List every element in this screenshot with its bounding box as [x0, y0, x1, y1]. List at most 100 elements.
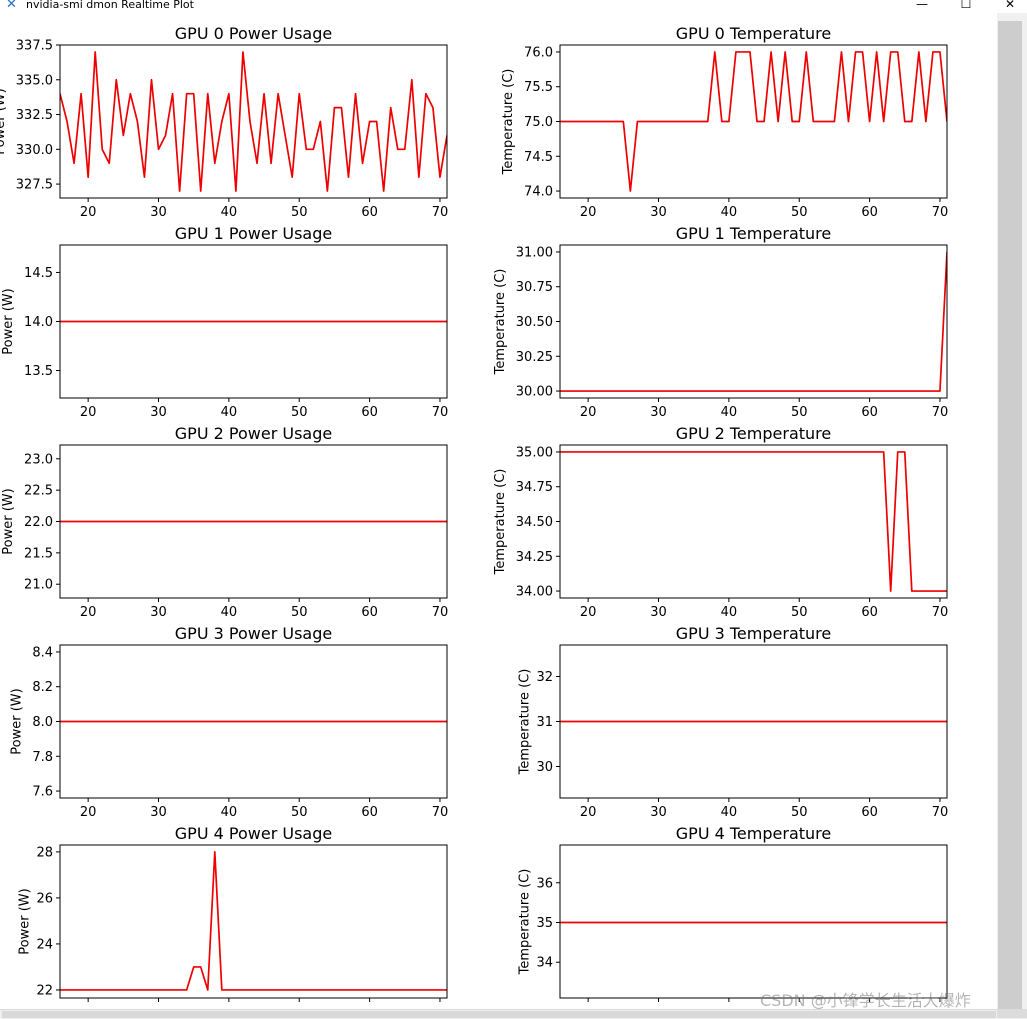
xtick-label: 70 [932, 605, 949, 620]
ytick-label: 75.0 [524, 115, 553, 130]
subplot-title: GPU 3 Temperature [676, 624, 831, 643]
subplot-title: GPU 1 Power Usage [175, 224, 332, 243]
xtick-label: 20 [580, 205, 597, 220]
ytick-label: 76.0 [524, 45, 553, 60]
figure-canvas [0, 13, 997, 1009]
ytick-label: 14.0 [24, 315, 53, 330]
subplot-title: GPU 0 Power Usage [175, 24, 332, 43]
scrollbar-corner [997, 1009, 1027, 1018]
xtick-label: 60 [861, 605, 878, 620]
ytick-label: 74.0 [524, 185, 553, 200]
axes-frame [559, 444, 948, 599]
ytick-label: 34.00 [516, 585, 553, 600]
subplot-0: GPU 0 Power Usage 327.5 330.0 332.5 335.0 337… [0, 24, 448, 220]
ytick-label: 24 [36, 937, 53, 952]
ytick-label: 34.25 [516, 550, 553, 565]
ytick-label: 332.5 [16, 108, 53, 123]
ytick-label: 35.00 [516, 445, 553, 460]
ytick-label: 13.5 [24, 364, 53, 379]
maximize-button[interactable]: ☐ [946, 0, 986, 11]
ytick-label: 28 [36, 845, 53, 860]
ylabel: Power (W) [9, 688, 24, 754]
xtick-label: 30 [150, 405, 167, 420]
axes-frame [59, 844, 448, 999]
ytick-label: 8.0 [32, 715, 53, 730]
xtick-label: 40 [721, 805, 738, 820]
xtick-label: 60 [861, 205, 878, 220]
window-title: nvidia-smi dmon Realtime Plot [26, 0, 194, 11]
subplot-1: GPU 0 Temperature 74.0 74.5 75.0 75.5 76.0 20 3… [501, 24, 948, 220]
ytick-label: 31 [536, 715, 553, 730]
xtick-label: 20 [580, 605, 597, 620]
vertical-scrollbar-thumb[interactable] [998, 21, 1022, 1009]
series-line [560, 251, 947, 392]
ytick-label: 36 [536, 876, 553, 891]
xtick-label: 30 [650, 205, 667, 220]
ylabel: Temperature (C) [493, 469, 508, 576]
close-icon: ✕ [1004, 0, 1016, 11]
subplot-title: GPU 0 Temperature [676, 24, 831, 43]
axes-frame [559, 844, 948, 999]
xtick-label: 20 [80, 405, 97, 420]
xtick-label: 70 [432, 805, 449, 820]
ylabel: Temperature (C) [518, 869, 533, 976]
vertical-scrollbar[interactable] [997, 13, 1027, 1009]
subplot-3: GPU 1 Temperature 30.00 30.25 30.50 30.75 31.… [493, 224, 948, 420]
xtick-label: 20 [580, 405, 597, 420]
xtick-label: 40 [721, 205, 738, 220]
ytick-label: 34.75 [516, 480, 553, 495]
xtick-label: 20 [80, 205, 97, 220]
window-titlebar: ✕ nvidia-smi dmon Realtime Plot — ☐ ✕ [0, 0, 1027, 13]
ytick-label: 327.5 [16, 178, 53, 193]
ytick-label: 34.50 [516, 515, 553, 530]
xtick-label: 40 [221, 605, 238, 620]
xtick-label: 20 [580, 805, 597, 820]
ytick-label: 30.00 [516, 385, 553, 400]
xtick-label: 50 [791, 805, 808, 820]
ytick-label: 34 [536, 956, 553, 971]
ylabel: Temperature (C) [518, 669, 533, 776]
ytick-label: 30 [536, 760, 553, 775]
ytick-label: 74.5 [524, 150, 553, 165]
ytick-label: 7.6 [32, 785, 53, 800]
ytick-label: 22 [36, 983, 53, 998]
ytick-label: 335.0 [16, 73, 53, 88]
xtick-label: 70 [932, 805, 949, 820]
ytick-label: 21.0 [24, 578, 53, 593]
ylabel: Power (W) [18, 888, 33, 954]
subplot-5: GPU 2 Temperature 34.00 34.25 34.50 34.75 35.… [493, 424, 948, 620]
xtick-label: 20 [80, 605, 97, 620]
subplot-title: GPU 4 Power Usage [175, 824, 332, 843]
xtick-label: 60 [861, 805, 878, 820]
horizontal-scrollbar[interactable] [0, 1009, 1027, 1019]
close-button[interactable]: ✕ [990, 0, 1027, 11]
ytick-label: 337.5 [16, 39, 53, 54]
subplot-4: GPU 2 Power Usage 21.0 21.5 22.0 22.5 23.0 20 3… [1, 424, 448, 620]
xtick-label: 40 [721, 605, 738, 620]
xtick-label: 50 [291, 605, 308, 620]
horizontal-scrollbar-thumb[interactable] [2, 1011, 996, 1018]
xtick-label: 70 [432, 205, 449, 220]
xtick-label: 70 [432, 405, 449, 420]
xtick-label: 50 [291, 205, 308, 220]
series-line [560, 451, 947, 592]
ytick-label: 22.5 [24, 484, 53, 499]
series-line [560, 51, 947, 192]
xtick-label: 40 [221, 405, 238, 420]
xtick-label: 60 [861, 405, 878, 420]
minimize-button[interactable]: — [902, 0, 942, 11]
xtick-label: 50 [291, 805, 308, 820]
xtick-label: 50 [791, 205, 808, 220]
xtick-label: 60 [361, 805, 378, 820]
xtick-label: 70 [432, 605, 449, 620]
ytick-label: 30.25 [516, 350, 553, 365]
ytick-label: 31.00 [516, 245, 553, 260]
xtick-label: 30 [650, 605, 667, 620]
xtick-label: 30 [150, 605, 167, 620]
xtick-label: 60 [361, 605, 378, 620]
ytick-label: 30.50 [516, 315, 553, 330]
ylabel: Power (W) [1, 488, 16, 554]
subplot-title: GPU 2 Temperature [676, 424, 831, 443]
subplot-title: GPU 1 Temperature [676, 224, 831, 243]
xtick-label: 50 [791, 605, 808, 620]
